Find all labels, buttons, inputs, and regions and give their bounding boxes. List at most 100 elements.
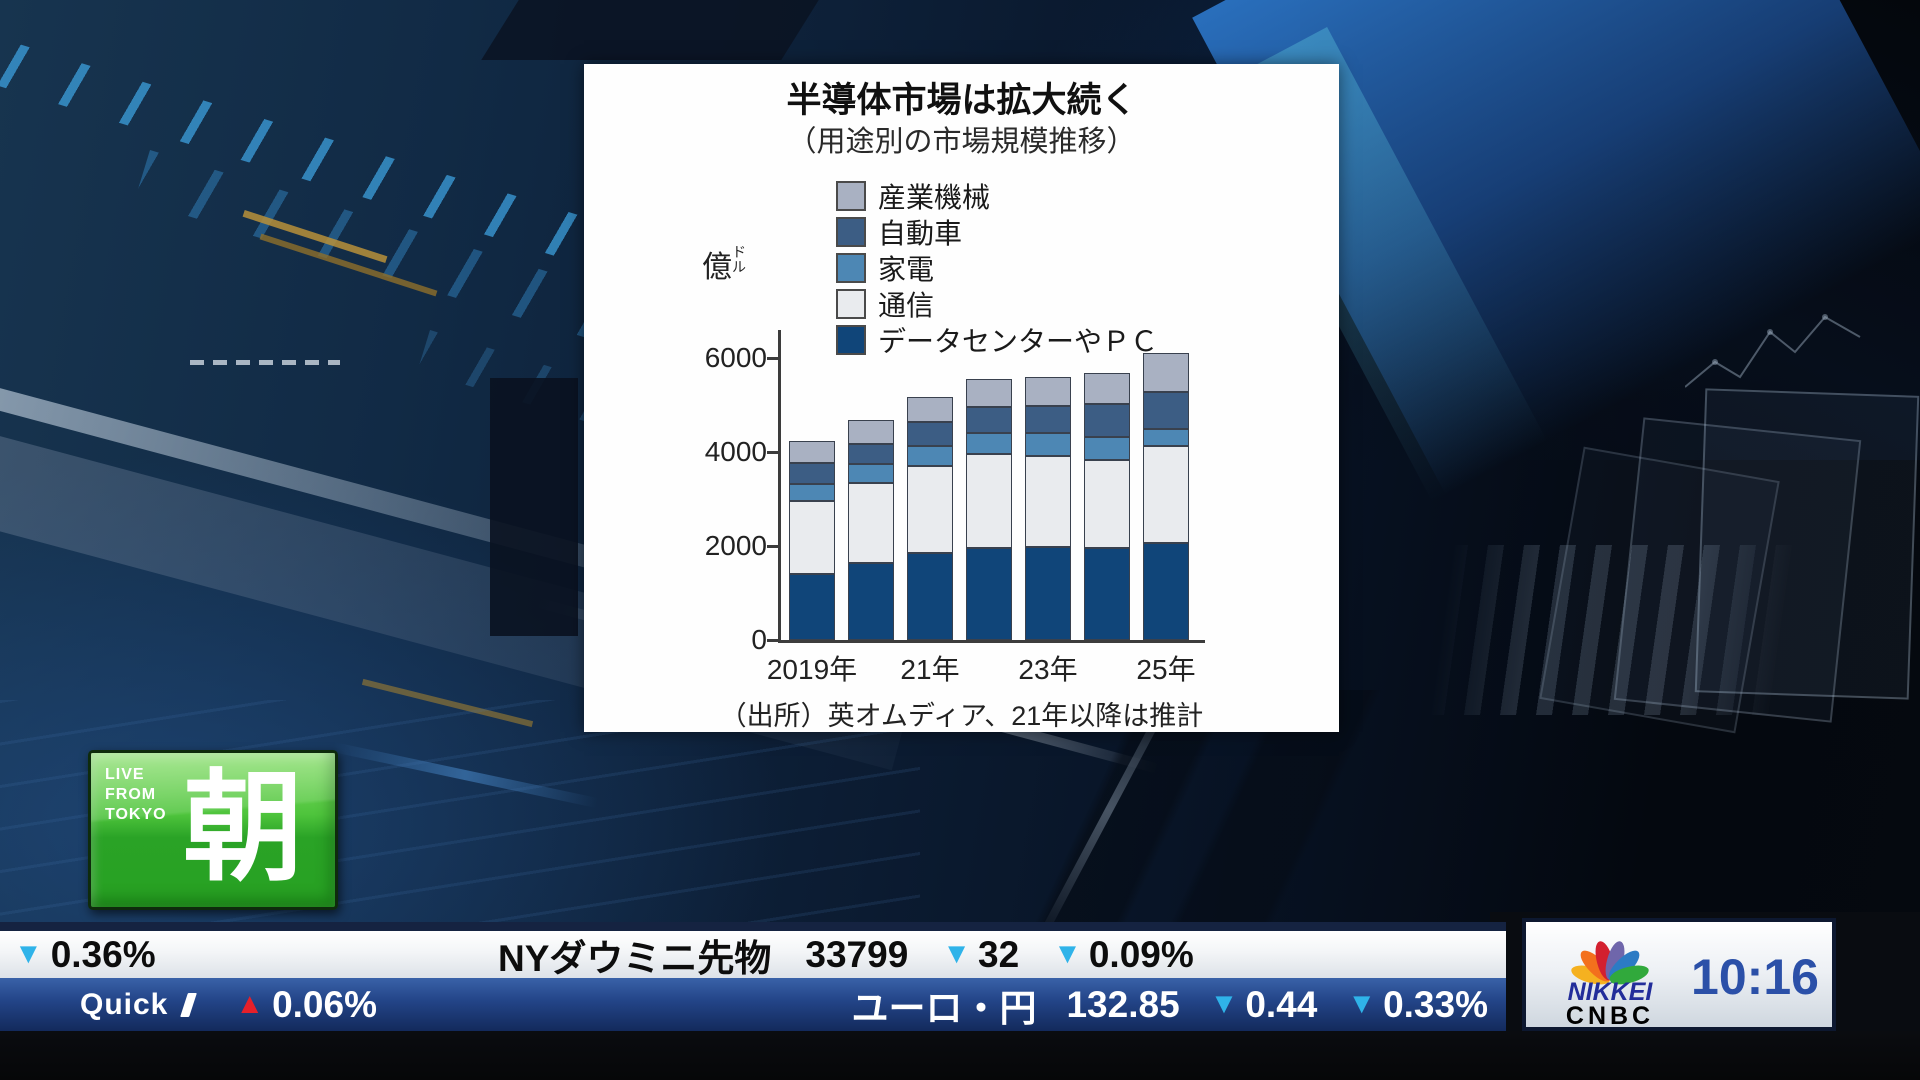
down-triangle-icon: ▼ xyxy=(14,938,43,970)
legend-label: 自動車 xyxy=(878,218,963,249)
down-triangle-icon: ▼ xyxy=(1347,988,1377,1020)
bg-dark-block xyxy=(481,0,819,60)
segment-産業機械 xyxy=(907,397,953,423)
legend-label: 産業機械 xyxy=(878,182,991,213)
legend-swatch xyxy=(836,217,866,247)
legend-通信: 通信 xyxy=(836,286,1158,322)
legend-データセンターやＰＣ: データセンターやＰＣ xyxy=(836,322,1158,358)
fx-change-pair: ▼ 0.44 xyxy=(1210,984,1318,1026)
unit-kanji: 億 xyxy=(702,251,732,284)
segment-データセンターやＰＣ xyxy=(907,553,953,640)
bar-24年 xyxy=(1084,373,1130,640)
segment-自動車 xyxy=(966,406,1012,434)
segment-産業機械 xyxy=(848,419,894,444)
segment-データセンターやＰＣ xyxy=(789,574,835,640)
y-tick-0: 0 xyxy=(751,624,767,655)
y-tick-2000: 2000 xyxy=(704,530,767,562)
ticker-row-2: Quick ▲ 0.06% ユーロ・円 132.85 ▼ 0.44 ▼ 0.33… xyxy=(0,978,1506,1031)
bar-21年 xyxy=(907,397,953,640)
peacock-icon xyxy=(1558,930,1662,988)
y-tick-mark xyxy=(767,451,778,455)
segment-自動車 xyxy=(1025,406,1071,433)
dow-futures-group: NYダウミニ先物 33799 ▼ 32 ▼ 0.09% xyxy=(498,931,1194,979)
legend-産業機械: 産業機械 xyxy=(836,178,1158,214)
bg-dark-corner xyxy=(1300,0,1920,460)
segment-家電 xyxy=(966,433,1012,454)
legend-label: 通信 xyxy=(878,290,935,321)
instrument-change: 32 xyxy=(978,933,1020,975)
chart-source: （出所）英オムディア、21年以降は推計 xyxy=(719,701,1204,731)
segment-データセンターやＰＣ xyxy=(966,548,1012,640)
chart-title: 半導体市場は拡大続く xyxy=(786,81,1137,120)
segment-データセンターやＰＣ xyxy=(1025,547,1071,640)
fx-change: 0.44 xyxy=(1245,983,1318,1025)
bottom-black-strip xyxy=(0,1031,1920,1080)
down-triangle-icon: ▼ xyxy=(1209,988,1239,1020)
live-from-tokyo-label: LIVE FROM TOKYO xyxy=(105,765,167,825)
legend-swatch xyxy=(836,289,866,319)
segment-データセンターやＰＣ xyxy=(1143,543,1189,640)
legend-自動車: 自動車 xyxy=(836,214,1158,250)
legend-swatch xyxy=(836,325,866,355)
cnbc-logo-text: CNBC xyxy=(1565,1002,1655,1030)
bar-23年 xyxy=(1025,377,1071,640)
station-clock-box: NIKKEI CNBC 10:16 xyxy=(1522,918,1836,1031)
quick-logo: Quick xyxy=(80,987,169,1021)
segment-家電 xyxy=(1143,428,1189,447)
segment-自動車 xyxy=(907,422,953,447)
segment-自動車 xyxy=(1143,392,1189,429)
segment-家電 xyxy=(1025,432,1071,456)
bg-dark-block xyxy=(490,378,578,636)
segment-産業機械 xyxy=(789,441,835,464)
fx-rate: 132.85 xyxy=(1066,983,1180,1025)
chart-panel: 半導体市場は拡大続く （用途別の市場規模推移） 億 ド ル 産業機械自動車 家電通… xyxy=(584,64,1339,732)
up-triangle-icon: ▲ xyxy=(235,988,265,1020)
bg-glass-panel xyxy=(1613,417,1862,723)
unit-small-bottom: ル xyxy=(732,258,746,275)
from-line: FROM xyxy=(105,786,157,803)
y-tick-mark xyxy=(767,545,778,549)
tokyo-line: TOKYO xyxy=(105,806,167,823)
chart-plot: 0 2000 4000 6000 2019年 21年 23年 25年 xyxy=(705,330,1205,685)
segment-産業機械 xyxy=(1084,373,1130,405)
segment-通信 xyxy=(789,501,835,575)
down-triangle-icon: ▼ xyxy=(942,938,971,970)
x-tick-25年: 25年 xyxy=(1136,654,1196,685)
segment-産業機械 xyxy=(1025,377,1071,407)
bg-glass-panel xyxy=(1694,388,1920,700)
legend-swatch xyxy=(836,253,866,283)
legend-swatch xyxy=(836,181,866,211)
x-tick-2019年: 2019年 xyxy=(766,654,858,685)
live-line: LIVE xyxy=(105,766,145,783)
bg-bar-glow xyxy=(1428,545,1797,715)
legend-家電: 家電 xyxy=(836,250,1158,286)
segment-産業機械 xyxy=(966,379,1012,407)
segment-通信 xyxy=(848,482,894,563)
y-tick-mark xyxy=(767,639,778,642)
bg-gold-streak xyxy=(361,678,534,728)
instrument-change-pct: 0.09% xyxy=(1088,933,1194,975)
y-tick-4000: 4000 xyxy=(704,436,767,468)
bar-2019年 xyxy=(789,441,835,640)
fx-change-pct-pair: ▼ 0.33% xyxy=(1347,984,1488,1026)
instrument-name: NYダウミニ先物 xyxy=(498,937,772,979)
instrument-price: 33799 xyxy=(805,933,909,975)
segment-通信 xyxy=(907,466,953,554)
quick-change-pct: 0.06% xyxy=(272,983,377,1025)
segment-通信 xyxy=(1143,446,1189,544)
chart-subtitle: （用途別の市場規模推移） xyxy=(787,126,1136,158)
clock-time: 10:16 xyxy=(1691,949,1819,1005)
x-tick-21年: 21年 xyxy=(900,654,960,685)
unit-small-top: ド xyxy=(732,244,746,260)
bg-gold-streak xyxy=(259,233,438,297)
change-pair: ▼ 32 xyxy=(942,934,1019,976)
index-change-pct: 0.36% xyxy=(50,933,156,975)
ticker-row-1: ▼ 0.36% NYダウミニ先物 33799 ▼ 32 ▼ 0.09% xyxy=(0,931,1506,979)
y-axis-unit: 億 ド ル xyxy=(702,242,746,286)
fx-change-pct: 0.33% xyxy=(1383,983,1488,1025)
y-tick-mark xyxy=(767,357,778,361)
segment-自動車 xyxy=(1084,404,1130,438)
bg-gold-streak xyxy=(242,209,388,264)
y-tick-6000: 6000 xyxy=(704,342,767,374)
